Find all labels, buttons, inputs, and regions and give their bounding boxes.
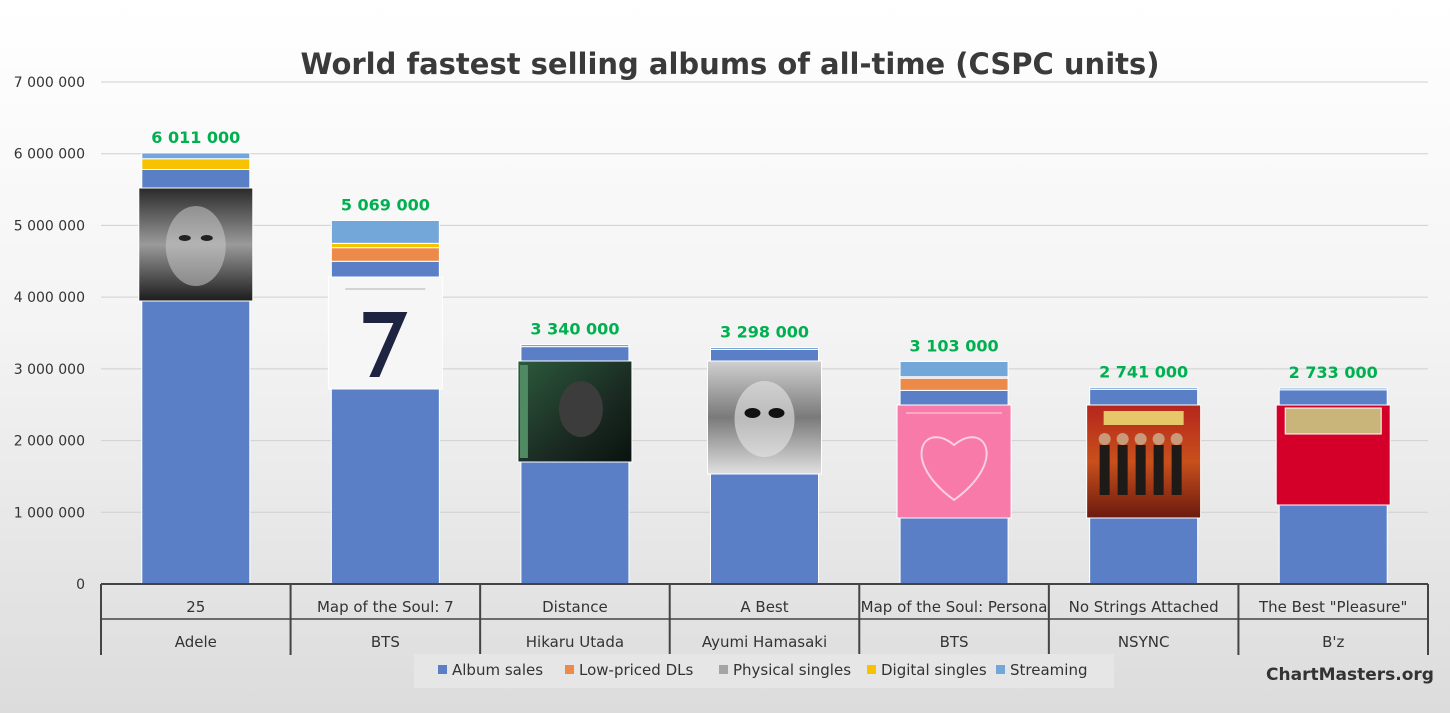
bts-persona-cover	[896, 404, 1012, 519]
bar-segment-streaming	[141, 152, 251, 160]
legend-swatch	[438, 665, 447, 674]
artist-label: Adele	[175, 633, 217, 651]
legend-item: Streaming	[996, 661, 1087, 679]
album-label: 25	[186, 598, 205, 616]
artist-label: NSYNC	[1118, 633, 1170, 651]
legend-swatch	[565, 665, 574, 674]
artist-label: Ayumi Hamasaki	[702, 633, 827, 651]
legend-item: Digital singles	[867, 661, 987, 679]
y-tick-label: 3 000 000	[14, 362, 85, 378]
y-tick-label: 4 000 000	[14, 290, 85, 306]
watermark-text: ChartMasters.org	[1266, 665, 1434, 685]
legend-label: Digital singles	[881, 661, 987, 679]
total-label: 5 069 000	[341, 195, 430, 214]
y-tick-label: 7 000 000	[14, 75, 85, 91]
bar-segment-streaming	[1089, 386, 1199, 390]
bar-segment-streaming	[330, 219, 440, 244]
album-label: Map of the Soul: Persona	[861, 598, 1048, 616]
total-labels: 6 011 000 5 069 000 3 340 000 3 298 000 3 10…	[151, 128, 1378, 382]
bar-segment-streaming	[899, 360, 1009, 378]
nsync-nsa-cover	[1086, 404, 1202, 519]
album-label: No Strings Attached	[1069, 598, 1219, 616]
total-label: 3 340 000	[530, 319, 619, 338]
legend-swatch	[996, 665, 1005, 674]
legend-label: Album sales	[452, 661, 543, 679]
hamasaki-abest-cover	[707, 360, 822, 475]
bar-segment-streaming	[520, 343, 630, 348]
legend-item: Album sales	[438, 661, 543, 679]
y-tick-label: 0	[76, 577, 85, 593]
bar-segment-streaming	[710, 346, 819, 350]
y-axis: 0 1 000 000 2 000 000 3 000 000 4 000 000 5 0…	[14, 75, 85, 593]
bar-segment-digital	[141, 158, 251, 170]
y-tick-label: 6 000 000	[14, 147, 85, 163]
legend: Album sales Low-priced DLs Physical single…	[414, 654, 1114, 688]
legend-label: Low-priced DLs	[579, 661, 693, 679]
bz-pleasure-cover	[1275, 404, 1391, 506]
album-label: Map of the Soul: 7	[317, 598, 454, 616]
y-tick-label: 1 000 000	[14, 505, 85, 521]
x-axis: 25 Adele Map of the Soul: 7 BTS Distance Hika…	[100, 583, 1429, 655]
total-label: 2 741 000	[1099, 362, 1188, 381]
bar-segment-streaming	[1278, 387, 1388, 391]
total-label: 6 011 000	[151, 128, 240, 147]
album-label: A Best	[740, 598, 788, 616]
total-label: 3 103 000	[910, 336, 999, 355]
legend-swatch	[867, 665, 876, 674]
legend-label: Streaming	[1010, 661, 1087, 679]
legend-label: Physical singles	[733, 661, 851, 679]
legend-item: Physical singles	[719, 661, 851, 679]
artist-label: B'z	[1322, 633, 1344, 651]
legend-item: Low-priced DLs	[565, 661, 693, 679]
album-covers	[138, 187, 1391, 519]
chart-title: World fastest selling albums of all-time…	[300, 47, 1159, 81]
y-tick-label: 2 000 000	[14, 434, 85, 450]
bar-segment-lowpriced	[330, 247, 440, 262]
bar-segment-lowpriced	[899, 377, 1009, 391]
bar-segment-digital	[330, 242, 440, 249]
album-label: The Best "Pleasure"	[1258, 598, 1407, 616]
artist-label: BTS	[371, 633, 400, 651]
album-label: Distance	[542, 598, 608, 616]
artist-label: Hikaru Utada	[526, 633, 624, 651]
total-label: 2 733 000	[1289, 363, 1378, 382]
y-tick-label: 5 000 000	[14, 218, 85, 234]
utada-distance-cover	[517, 360, 633, 463]
artist-label: BTS	[940, 633, 969, 651]
legend-swatch	[719, 665, 728, 674]
bts-mots7-cover	[327, 276, 443, 390]
adele-25-cover	[138, 187, 254, 302]
total-label: 3 298 000	[720, 322, 809, 341]
